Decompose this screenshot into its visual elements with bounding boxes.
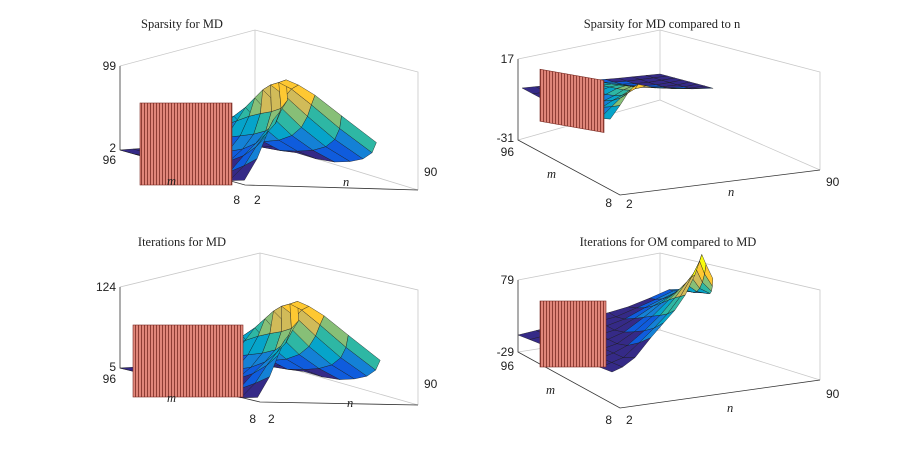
z-tick-bottom: 5	[109, 360, 116, 374]
m-axis-label: m	[546, 383, 555, 397]
red-wall	[539, 300, 607, 368]
m-tick-start: 96	[501, 145, 515, 159]
panel-iterations-om-vs-md: Iterations for OM compared to MD 79 -29 …	[497, 235, 840, 427]
n-axis-label: n	[347, 396, 353, 410]
z-tick-top: 124	[96, 280, 116, 294]
m-axis-label: m	[547, 167, 556, 181]
panel-sparsity-vs-n: Sparsity for MD compared to n 17 -31 96 …	[497, 17, 840, 211]
panel-title: Sparsity for MD	[141, 17, 223, 31]
z-tick-top: 17	[501, 52, 515, 66]
m-tick-end: 8	[233, 193, 240, 207]
m-tick-start: 96	[103, 372, 117, 386]
m-axis-label: m	[167, 174, 176, 188]
m-tick-end: 8	[605, 413, 612, 427]
n-tick-end: 90	[424, 165, 438, 179]
z-tick-top: 99	[103, 59, 117, 73]
m-tick-end: 8	[605, 196, 612, 210]
surface-facet	[704, 263, 714, 287]
red-wall	[132, 324, 244, 398]
n-tick-end: 90	[826, 175, 840, 189]
z-tick-bottom: -29	[497, 345, 515, 359]
red-wall	[539, 68, 605, 133]
z-tick-bottom: -31	[497, 131, 515, 145]
panel-title: Iterations for OM compared to MD	[580, 235, 757, 249]
m-tick-start: 96	[501, 359, 515, 373]
n-tick-start: 2	[626, 197, 633, 211]
panel-iterations-md: Iterations for MD 124 5 96 8 2 90 m n	[96, 235, 438, 426]
z-tick-top: 79	[501, 273, 515, 287]
axes-box	[517, 29, 821, 196]
m-tick-end: 8	[249, 412, 256, 426]
n-axis-label: n	[343, 175, 349, 189]
surface-facet	[691, 87, 714, 90]
n-tick-end: 90	[424, 377, 438, 391]
m-tick-start: 96	[103, 153, 117, 167]
n-tick-start: 2	[626, 413, 633, 427]
surface-facet	[339, 115, 377, 154]
n-tick-start: 2	[254, 193, 261, 207]
panel-title: Iterations for MD	[138, 235, 226, 249]
m-axis-label: m	[167, 391, 176, 405]
red-wall	[139, 102, 233, 186]
n-tick-start: 2	[268, 412, 275, 426]
n-tick-end: 90	[826, 387, 840, 401]
n-axis-label: n	[728, 185, 734, 199]
panel-title: Sparsity for MD compared to n	[584, 17, 741, 31]
surface-facet	[345, 334, 381, 371]
panel-sparsity-md: Sparsity for MD 99 2 96 8 2 90 m n	[103, 17, 438, 207]
n-axis-label: n	[727, 401, 733, 415]
z-tick-bottom: 2	[109, 141, 116, 155]
